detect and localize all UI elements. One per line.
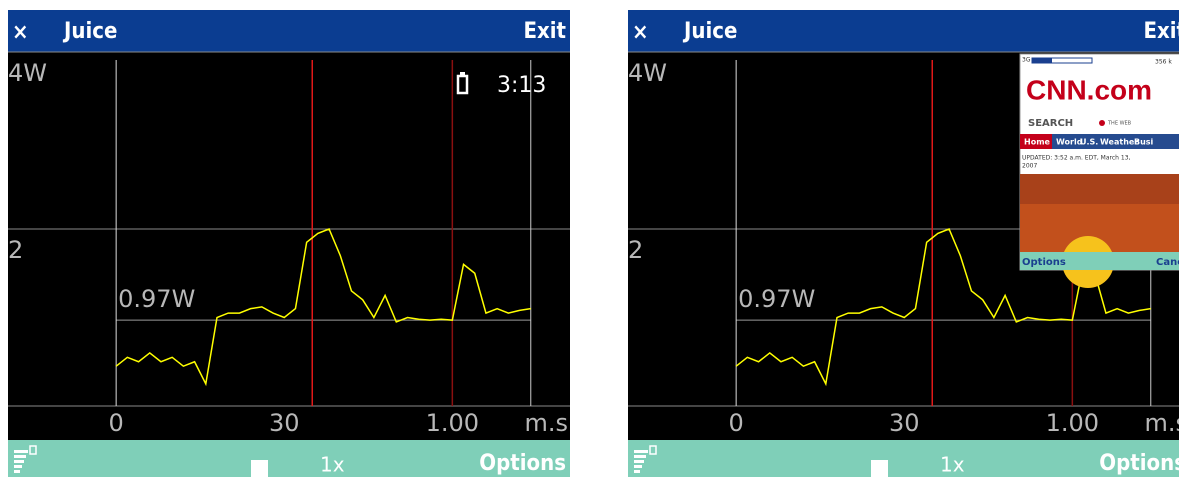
options-softkey[interactable]: Options (479, 451, 566, 476)
signal-icon (14, 465, 22, 468)
chart-background (8, 52, 570, 440)
options-softkey[interactable]: Options (1099, 451, 1179, 476)
x-tick-label: 0 (109, 409, 124, 437)
popup-radio (1099, 120, 1105, 126)
reference-label: 0.97W (738, 285, 815, 313)
speed-label[interactable]: 1x (940, 453, 965, 477)
signal-icon (634, 455, 646, 458)
battery-icon (460, 72, 465, 75)
app-title: Juice (682, 19, 737, 44)
x-unit-label: m.s (524, 409, 568, 437)
x-tick-label: 30 (889, 409, 920, 437)
popup-updated-year: 2007 (1022, 163, 1037, 170)
y-tick-label: 4W (628, 59, 667, 87)
y-tick-label: 2 (628, 236, 643, 264)
y-tick-label: 4W (8, 59, 47, 87)
app-title: Juice (62, 19, 117, 44)
x-tick-label: 0 (729, 409, 744, 437)
popup-nav-item[interactable]: Home (1024, 138, 1051, 147)
stop-icon (871, 460, 888, 477)
signal-icon (634, 460, 644, 463)
clock: 3:13 (497, 73, 546, 98)
popup-logo: CNN.com (1026, 74, 1152, 105)
signal-icon (634, 470, 640, 473)
stop-icon (251, 460, 268, 477)
popup-left-key[interactable]: Options (1022, 257, 1066, 268)
phone-screen: × Juice Exit 4W 2 0.97W 0 30 1.00 m.s 1x Options 3G 3… (628, 10, 1179, 477)
exit-button[interactable]: Exit (523, 19, 566, 44)
popup-signal: 3G (1022, 57, 1031, 64)
signal-icon (14, 450, 28, 453)
signal-icon (14, 470, 20, 473)
close-button[interactable]: × (12, 20, 29, 45)
x-tick-label: 30 (269, 409, 300, 437)
popup-nav-item[interactable]: World (1056, 138, 1083, 147)
page: {"app": {"close": "×", "title": "Juice",… (0, 0, 1179, 477)
signal-icon (14, 460, 24, 463)
exit-button[interactable]: Exit (1143, 19, 1179, 44)
reference-label: 0.97W (118, 285, 195, 313)
popup-search: SEARCH (1028, 118, 1073, 129)
popup-nav-item[interactable]: Busi (1134, 138, 1154, 147)
popup-updated: UPDATED: 3:52 a.m. EDT, March 13, (1022, 155, 1131, 162)
popup-progress-fill (1032, 58, 1052, 63)
signal-icon (14, 455, 26, 458)
popup-nav-item[interactable]: U.S. (1080, 138, 1098, 147)
popup-search-option: THE WEB (1107, 121, 1132, 127)
x-unit-label: m.s (1144, 409, 1179, 437)
screenshot: × Juice Exit 4W 2 0.97W 0 30 1.00 m.s 1x Options 3:1… (0, 0, 1179, 477)
signal-icon (634, 465, 642, 468)
x-tick-label: 1.00 (1046, 409, 1099, 437)
popup-nav-item[interactable]: Weather (1100, 138, 1138, 147)
popup-right-key[interactable]: Cance (1156, 257, 1179, 268)
y-tick-label: 2 (8, 236, 23, 264)
popup-photo-sky (1020, 174, 1179, 204)
phone-screen: × Juice Exit 4W 2 0.97W 0 30 1.00 m.s 1x Options 3:1… (8, 10, 570, 477)
close-button[interactable]: × (632, 20, 649, 45)
popup-rate: 356 k (1155, 59, 1172, 66)
x-tick-label: 1.00 (426, 409, 479, 437)
signal-icon (634, 450, 648, 453)
speed-label[interactable]: 1x (320, 453, 345, 477)
softkey-bar (628, 440, 1179, 477)
